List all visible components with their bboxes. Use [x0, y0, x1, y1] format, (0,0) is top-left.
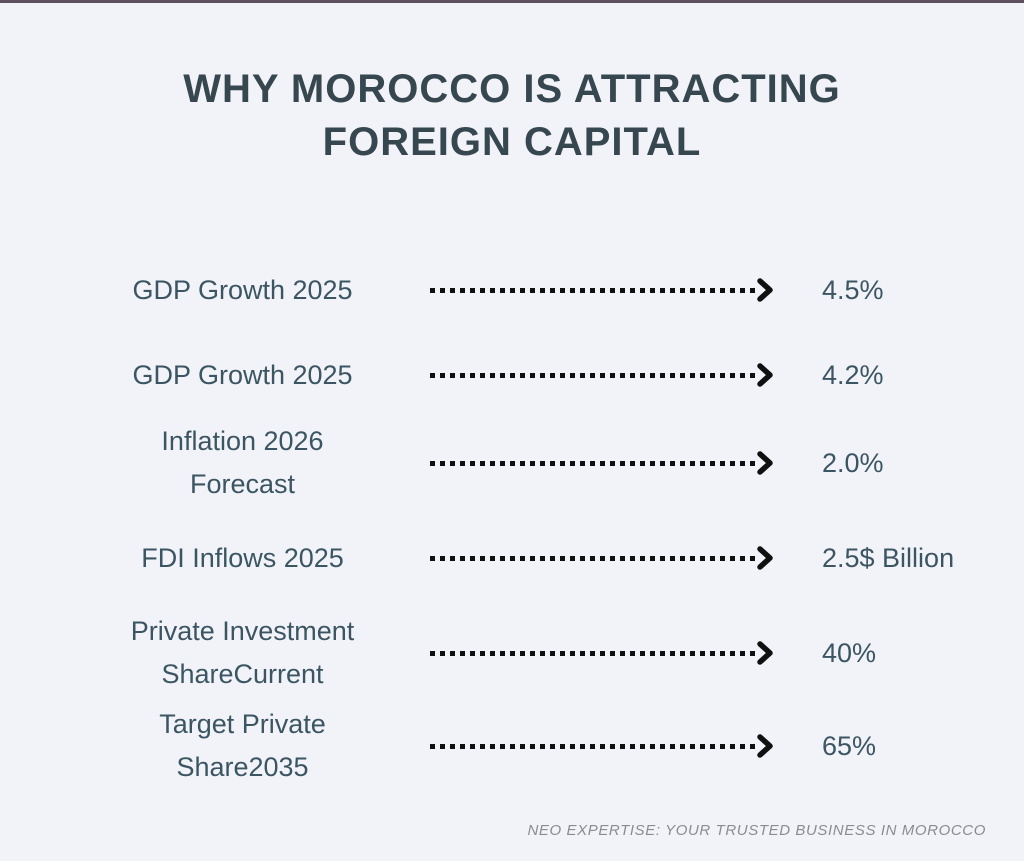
arrow-head-icon — [757, 363, 773, 387]
stat-label: FDI Inflows 2025 — [141, 542, 344, 573]
arrow-head-icon — [757, 278, 773, 302]
stat-label: Inflation 2026 Forecast — [161, 426, 324, 499]
dotted-arrow — [430, 641, 790, 665]
page-title: WHY MOROCCO IS ATTRACTING FOREIGN CAPITA… — [183, 67, 841, 164]
stat-value: 4.5% — [822, 274, 884, 305]
stat-value: 40% — [822, 637, 877, 668]
stat-row-target-private-share: Target Private Share2035 65% — [55, 699, 1024, 793]
dotted-line — [430, 372, 758, 378]
dotted-line — [430, 555, 758, 561]
stat-row-gdp-growth-2025-b: GDP Growth 2025 4.2% — [55, 333, 1024, 417]
arrow-head-icon — [757, 546, 773, 570]
arrow-head-icon — [757, 734, 773, 758]
dotted-line — [430, 650, 758, 656]
footer-credit: NEO EXPERTISE: YOUR TRUSTED BUSINESS IN … — [527, 822, 986, 839]
dotted-line — [430, 460, 758, 466]
stat-row-gdp-growth-2025-a: GDP Growth 2025 4.5% — [55, 247, 1024, 333]
stats-list: GDP Growth 2025 4.5% GDP Growth 2025 4.2… — [0, 247, 1024, 793]
dotted-arrow — [430, 278, 790, 302]
arrow-head-icon — [757, 451, 773, 475]
stat-row-inflation-2026: Inflation 2026 Forecast 2.0% — [55, 417, 1024, 509]
stat-value: 4.2% — [822, 359, 884, 390]
dotted-arrow — [430, 734, 790, 758]
stat-label: GDP Growth 2025 — [132, 359, 353, 390]
stat-value: 65% — [822, 730, 877, 761]
dotted-arrow — [430, 546, 790, 570]
dotted-arrow — [430, 451, 790, 475]
stat-label: Target Private Share2035 — [159, 709, 326, 782]
dotted-line — [430, 743, 758, 749]
stat-value: 2.0% — [822, 447, 884, 478]
stat-value: 2.5$ Billion — [822, 542, 955, 573]
arrow-head-icon — [757, 641, 773, 665]
stat-label: Private Investment ShareCurrent — [130, 616, 355, 689]
stat-label: GDP Growth 2025 — [132, 274, 353, 305]
dotted-arrow — [430, 363, 790, 387]
stat-row-fdi-inflows-2025: FDI Inflows 2025 2.5$ Billion — [55, 509, 1024, 607]
dotted-line — [430, 287, 758, 293]
stat-row-private-investment-share: Private Investment ShareCurrent 40% — [55, 607, 1024, 699]
top-accent-bar — [0, 0, 1024, 3]
